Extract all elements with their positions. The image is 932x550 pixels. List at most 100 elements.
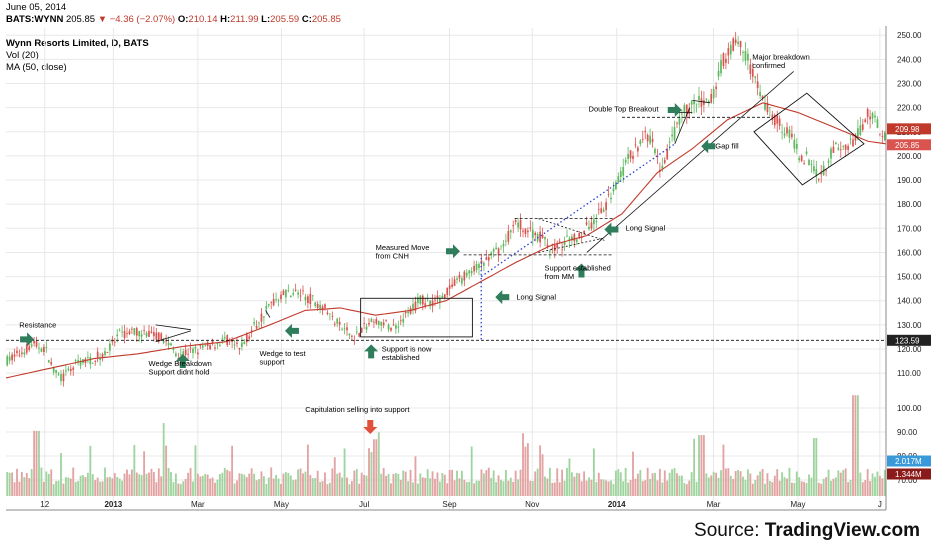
candle-body: [382, 322, 385, 326]
arrow-measured-move: [446, 244, 460, 259]
volume-bar: [69, 478, 72, 496]
candle-body: [292, 293, 295, 295]
price-axis: 110.00 120.00 130.00 140.00 150.00 160.00 170.…: [6, 26, 922, 511]
volume-bar: [597, 472, 600, 496]
volume-bar: [646, 467, 649, 496]
volume-bar: [724, 468, 727, 496]
arrow-double-top-shape: [667, 103, 682, 118]
volume-bar: [859, 472, 862, 496]
candlesticks: [6, 31, 886, 387]
candle-body: [138, 330, 141, 337]
volume-bar: [551, 482, 554, 496]
annotation-wedge-breakdown: Wedge Breakdown: [149, 359, 212, 368]
volume-bar: [86, 472, 89, 496]
candle-body: [319, 304, 321, 310]
candle-body: [443, 294, 446, 299]
volume-bar: [553, 482, 556, 496]
arrow-wedge-breakdown: [175, 354, 190, 369]
volume-bar: [825, 477, 828, 496]
volume-bar: [355, 469, 358, 496]
candle-body: [756, 81, 759, 89]
candle-body: [764, 103, 766, 110]
volume-bars: [6, 395, 886, 496]
diamond-pattern: [753, 92, 865, 186]
volume-bar: [585, 480, 588, 496]
price-tag-label: 123.59: [895, 336, 920, 345]
candle-body: [729, 45, 732, 55]
chart-title[interactable]: Wynn Resorts Limited, D, BATS: [6, 38, 149, 49]
candle-body: [324, 304, 326, 308]
candle-body: [113, 341, 116, 343]
candle-body: [35, 341, 38, 347]
candle-body: [333, 323, 336, 325]
candle-body: [321, 306, 324, 311]
volume-bar: [881, 478, 884, 496]
volume-bar: [179, 484, 182, 496]
candle-body: [593, 219, 595, 225]
wedge-lower: [155, 330, 191, 343]
volume-bar: [397, 473, 400, 496]
price-tick: 120.00: [897, 345, 922, 354]
volume-bar: [353, 470, 356, 496]
volume-bar: [805, 482, 808, 496]
candle-body: [16, 350, 18, 354]
volume-bar: [475, 480, 478, 496]
volume-bar: [42, 481, 45, 496]
volume-bar: [495, 482, 498, 496]
volume-bar: [509, 477, 512, 496]
volume-bar: [451, 469, 454, 496]
annotation-support-mm: from MM: [545, 272, 575, 281]
volume-bar: [57, 480, 60, 496]
volume-bar: [174, 473, 177, 496]
price-tick: 240.00: [897, 55, 922, 64]
arrow-support: [364, 344, 379, 359]
candle-body: [817, 179, 820, 180]
volume-bar: [429, 478, 432, 496]
source-brand[interactable]: TradingView.com: [764, 520, 920, 541]
indicator-volume[interactable]: Vol (20): [6, 50, 39, 61]
volume-bar: [331, 468, 334, 496]
volume-bar: [360, 472, 363, 496]
candle-body: [47, 360, 50, 363]
candle-body: [458, 274, 461, 279]
candle-body: [622, 167, 625, 176]
volume-bar: [827, 469, 830, 496]
symbol-label[interactable]: BATS:WYNN: [6, 14, 64, 25]
volume-bar: [443, 474, 446, 496]
volume-bar: [837, 470, 840, 496]
candle-body: [869, 116, 871, 120]
volume-bar: [416, 483, 419, 496]
indicator-ma[interactable]: MA (50, close): [6, 62, 67, 73]
candle-body: [754, 76, 757, 78]
candle-body: [277, 299, 280, 301]
volume-bar: [394, 473, 397, 496]
candle-body: [280, 294, 282, 300]
candle-body: [641, 139, 644, 141]
candle-body: [368, 322, 370, 325]
close-value: 205.85: [311, 14, 341, 25]
candle-body: [272, 299, 275, 306]
volume-bar: [463, 479, 466, 496]
candle-body: [40, 348, 43, 352]
candle-body: [13, 354, 16, 357]
candle-body: [685, 104, 688, 116]
annotation-double-top: Double Top Breakout: [589, 104, 660, 113]
volume-bar: [204, 473, 207, 496]
volume-bar: [727, 468, 730, 496]
candle-body: [69, 369, 72, 372]
volume-bar: [143, 451, 146, 496]
candle-body: [243, 342, 246, 345]
volume-bar: [294, 479, 297, 496]
volume-bar: [482, 473, 485, 496]
volume-bar: [470, 446, 473, 496]
volume-bar: [162, 423, 165, 496]
volume-bar: [199, 476, 202, 496]
volume-bar: [737, 470, 740, 496]
volume-bar: [619, 472, 622, 496]
volume-bar: [292, 480, 295, 496]
volume-bar: [661, 482, 664, 496]
candle-body: [808, 159, 810, 166]
candle-body: [485, 257, 488, 260]
volume-bar: [25, 473, 28, 496]
